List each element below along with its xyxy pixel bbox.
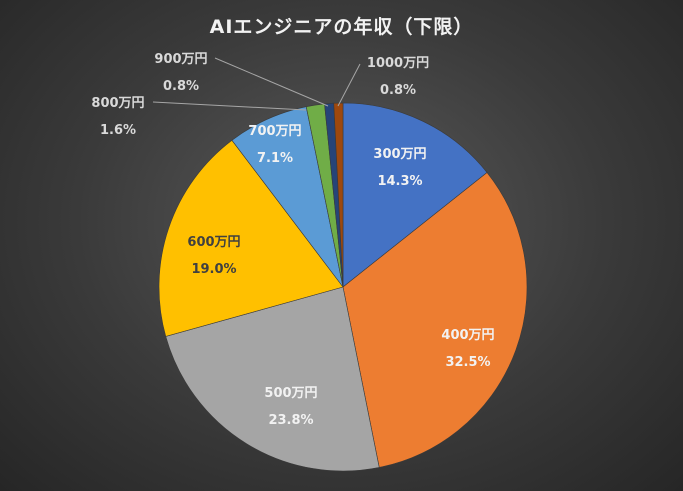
- slice-percent-1: 14.3%: [377, 174, 422, 189]
- pie-slice-4: [158, 139, 344, 337]
- pie-slice-1: [342, 102, 488, 288]
- slice-percent-8: 0.8%: [380, 83, 416, 98]
- slice-percent-7: 0.8%: [163, 79, 199, 94]
- slice-percent-2: 32.5%: [445, 355, 490, 370]
- pie-slice-2: [342, 172, 528, 468]
- leader-line-7: [214, 57, 329, 107]
- slice-label-4: 600万円: [187, 235, 240, 250]
- chart-title: AIエンジニアの年収（下限）: [209, 16, 474, 38]
- pie-slice-3: [165, 286, 380, 472]
- leader-line-6: [152, 101, 307, 111]
- slice-label-3: 500万円: [264, 386, 317, 401]
- pie-slice-8: [333, 102, 344, 288]
- slice-percent-6: 1.6%: [100, 123, 136, 138]
- slice-label-8: 1000万円: [367, 56, 429, 71]
- leader-line-8: [337, 63, 361, 107]
- slice-percent-4: 19.0%: [191, 262, 236, 277]
- slice-label-2: 400万円: [441, 328, 494, 343]
- slice-label-1: 300万円: [373, 147, 426, 162]
- slice-percent-5: 7.1%: [257, 151, 293, 166]
- slice-label-7: 900万円: [154, 52, 207, 67]
- slice-label-5: 700万円: [248, 124, 301, 139]
- slice-percent-3: 23.8%: [268, 413, 313, 428]
- slice-label-6: 800万円: [91, 96, 144, 111]
